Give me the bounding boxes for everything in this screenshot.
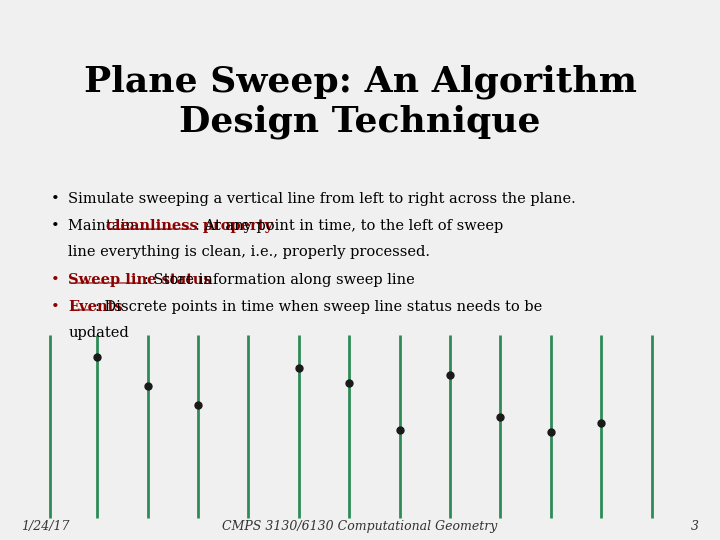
Text: cleanliness property: cleanliness property [106, 219, 273, 233]
Text: Plane Sweep: An Algorithm
Design Technique: Plane Sweep: An Algorithm Design Techniq… [84, 65, 636, 139]
Text: Events: Events [68, 300, 123, 314]
Text: : Discrete points in time when sweep line status needs to be: : Discrete points in time when sweep lin… [95, 300, 542, 314]
Text: : At any point in time, to the left of sweep: : At any point in time, to the left of s… [195, 219, 503, 233]
Text: •: • [50, 300, 59, 314]
Text: 1/24/17: 1/24/17 [22, 520, 70, 533]
Text: •: • [50, 273, 59, 287]
Text: •: • [50, 219, 59, 233]
Text: Sweep line status: Sweep line status [68, 273, 212, 287]
Text: Simulate sweeping a vertical line from left to right across the plane.: Simulate sweeping a vertical line from l… [68, 192, 576, 206]
Text: CMPS 3130/6130 Computational Geometry: CMPS 3130/6130 Computational Geometry [222, 520, 498, 533]
Text: Maintain: Maintain [68, 219, 140, 233]
Text: line everything is clean, i.e., properly processed.: line everything is clean, i.e., properly… [68, 245, 431, 259]
Text: : Store information along sweep line: : Store information along sweep line [144, 273, 415, 287]
Text: updated: updated [68, 326, 129, 340]
Text: •: • [50, 192, 59, 206]
Text: 3: 3 [690, 520, 698, 533]
